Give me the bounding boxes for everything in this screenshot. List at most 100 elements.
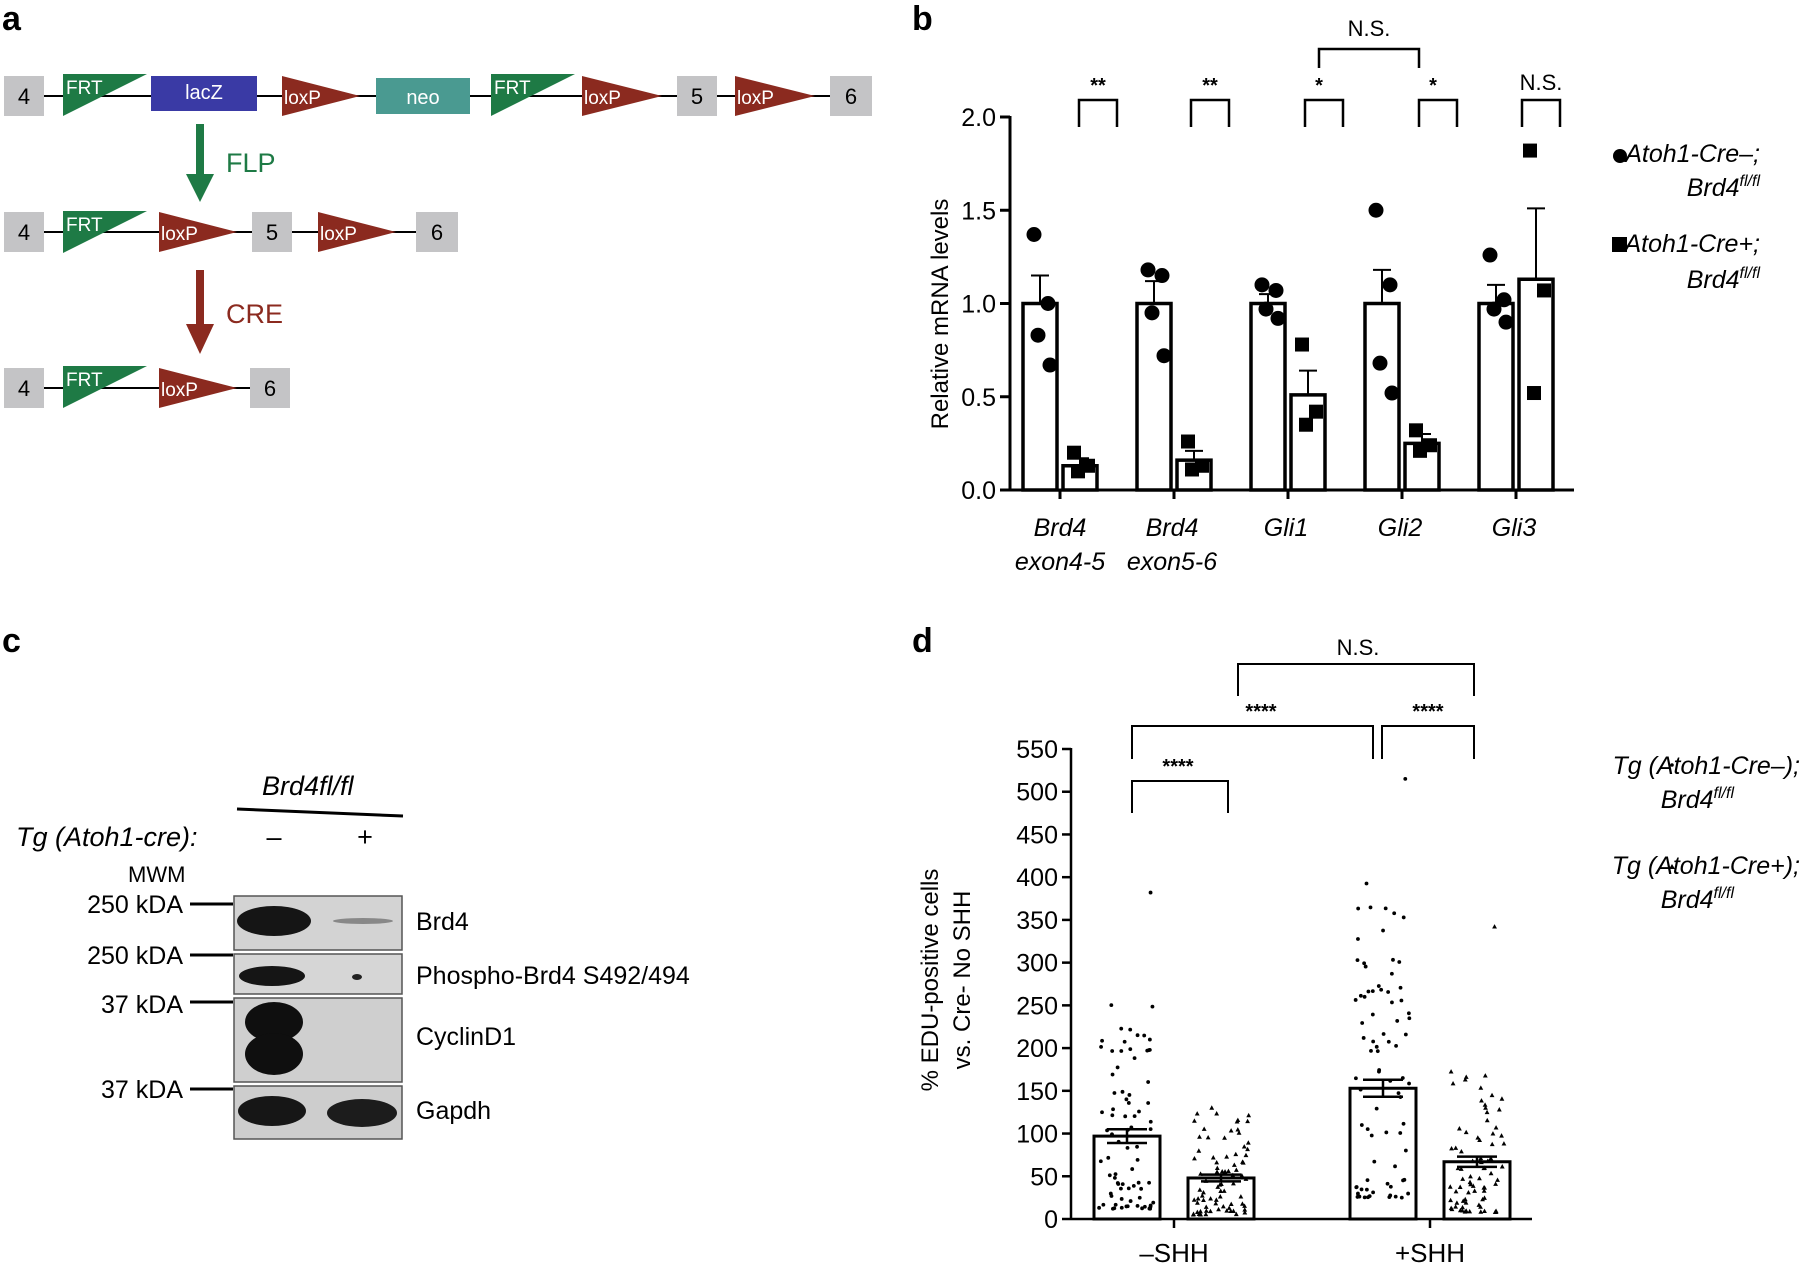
panel-a-construct: 4 FRT lacZ loxP neo FRT loxP 5 loxP 6 FL… — [4, 74, 872, 408]
row2-loxp2-triangle — [318, 212, 396, 252]
d-point-triangle — [1447, 1184, 1453, 1189]
d-point-triangle — [1213, 1197, 1219, 1202]
d-point-triangle — [1489, 1141, 1495, 1147]
d-point-triangle — [1242, 1210, 1248, 1215]
d-y-axis-label-line2: vs. Cre- No SHH — [949, 891, 976, 1070]
d-point-triangle — [1233, 1211, 1239, 1217]
d-point-triangle — [1499, 1164, 1505, 1169]
d-point-triangle — [1218, 1188, 1224, 1193]
d-bars — [1092, 1078, 1512, 1228]
d-point-dot — [1399, 1195, 1404, 1200]
b-y-tick-label: 1.0 — [961, 291, 996, 319]
d-point-dot — [1146, 1080, 1151, 1084]
row3-exon-6-label: 6 — [264, 376, 276, 401]
d-point-dot — [1388, 1184, 1393, 1189]
d-point-dot — [1109, 1003, 1114, 1008]
b-xtick-brd4-ex56-line1: Brd4 — [1146, 514, 1199, 542]
d-point-dot — [1359, 1123, 1364, 1127]
d-point-dot — [1147, 1037, 1152, 1042]
d-point-dot — [1111, 1206, 1115, 1211]
b-legend-circle-marker — [1613, 149, 1627, 163]
d-point-triangle — [1470, 1158, 1476, 1163]
panel-label-a: a — [2, 0, 22, 38]
b-point-circle — [1268, 282, 1284, 298]
d-point-dot — [1370, 1012, 1375, 1017]
d-y-tick-label: 50 — [1030, 1163, 1058, 1191]
d-point-dot — [1381, 928, 1385, 933]
b-x-tick-labels: Brd4 exon4-5 Brd4 exon5-6 Gli1 Gli2 Gli3 — [1015, 514, 1536, 576]
b-point-square — [1067, 445, 1081, 460]
d-point-triangle — [1217, 1182, 1223, 1187]
b-point-circle — [1254, 277, 1270, 293]
d-point-triangle — [1228, 1128, 1234, 1133]
row1-loxp2-triangle — [582, 76, 662, 116]
d-point-dot — [1400, 1076, 1405, 1080]
d-point-triangle — [1484, 1117, 1490, 1123]
panel-b-chart: Relative mRNA levels 0.0 0.5 1.0 1.5 2.0 Brd… — [927, 16, 1760, 576]
d-point-dot — [1098, 1159, 1103, 1164]
d-point-dot — [1364, 881, 1369, 886]
d-point-triangle — [1476, 1202, 1482, 1207]
d-point-triangle — [1481, 1185, 1487, 1190]
d-point-triangle — [1201, 1126, 1207, 1131]
row3-loxp-triangle — [159, 368, 237, 408]
row3-exon-4 — [4, 368, 44, 408]
b-xtick-brd4-ex45-line1: Brd4 — [1034, 514, 1087, 542]
b-y-tick-label: 0.5 — [961, 384, 996, 412]
cre-arrow-head — [186, 324, 214, 354]
d-point-triangle — [1493, 1125, 1499, 1130]
b-bar — [1135, 301, 1173, 492]
d-point-dot — [1139, 1186, 1144, 1191]
c-band-phospho-minus — [239, 966, 305, 986]
d-legend-dot-marker — [1670, 763, 1674, 767]
d-y-axis-label-line1: % EDU-positive cells — [917, 869, 944, 1092]
d-point-dot — [1119, 1049, 1124, 1053]
d-point-triangle — [1217, 1194, 1223, 1199]
d-point-triangle — [1459, 1148, 1464, 1154]
b-point-square — [1537, 283, 1551, 298]
d-point-triangle — [1239, 1173, 1245, 1178]
c-band-phospho-plus — [352, 974, 362, 980]
d-point-dot — [1398, 1131, 1403, 1135]
d-y-tick-label: 150 — [1016, 1078, 1058, 1106]
d-point-dot — [1135, 1144, 1139, 1149]
d-point-triangle — [1234, 1119, 1240, 1124]
d-point-triangle — [1196, 1148, 1202, 1153]
d-point-dot — [1385, 1181, 1390, 1186]
d-point-triangle — [1235, 1127, 1241, 1132]
d-point-triangle — [1466, 1189, 1471, 1195]
d-y-tick-label: 300 — [1016, 950, 1058, 978]
d-point-dot — [1124, 1097, 1129, 1102]
d-sig-label-2: **** — [1245, 701, 1276, 723]
d-bar — [1348, 1086, 1418, 1221]
row3-frt-label: FRT — [66, 370, 103, 391]
d-point-triangle — [1482, 1208, 1487, 1214]
b-sig-label-3: * — [1315, 75, 1323, 97]
d-point-triangle — [1472, 1188, 1478, 1193]
d-point-triangle — [1242, 1203, 1247, 1208]
d-point-dot — [1140, 1206, 1144, 1211]
panel-label-c: c — [2, 622, 21, 660]
d-point-dot — [1120, 1089, 1125, 1094]
d-point-triangle — [1201, 1190, 1206, 1195]
b-legend-1-line1: Atoh1-Cre–; — [1623, 140, 1760, 168]
d-point-triangle — [1481, 1165, 1487, 1171]
d-point-triangle — [1214, 1111, 1220, 1116]
d-point-triangle — [1226, 1205, 1232, 1210]
d-point-triangle — [1194, 1111, 1200, 1116]
b-point-square — [1181, 434, 1195, 449]
row3-loxp-label: loxP — [161, 380, 198, 401]
d-point-triangle — [1501, 1141, 1507, 1146]
d-point-triangle — [1492, 924, 1497, 929]
d-point-triangle — [1479, 1098, 1484, 1103]
d-point-triangle — [1482, 1102, 1488, 1107]
d-point-dot — [1119, 1205, 1124, 1210]
d-y-tick-label: 400 — [1016, 864, 1058, 892]
b-legend-1-base: Brd4 — [1687, 174, 1740, 202]
d-point-dot — [1131, 1184, 1136, 1188]
d-point-dot — [1147, 1180, 1151, 1185]
b-point-circle — [1382, 277, 1398, 293]
d-point-dot — [1355, 958, 1360, 963]
d-point-triangle — [1460, 1176, 1466, 1181]
b-sig-bracket-1 — [1077, 98, 1119, 127]
